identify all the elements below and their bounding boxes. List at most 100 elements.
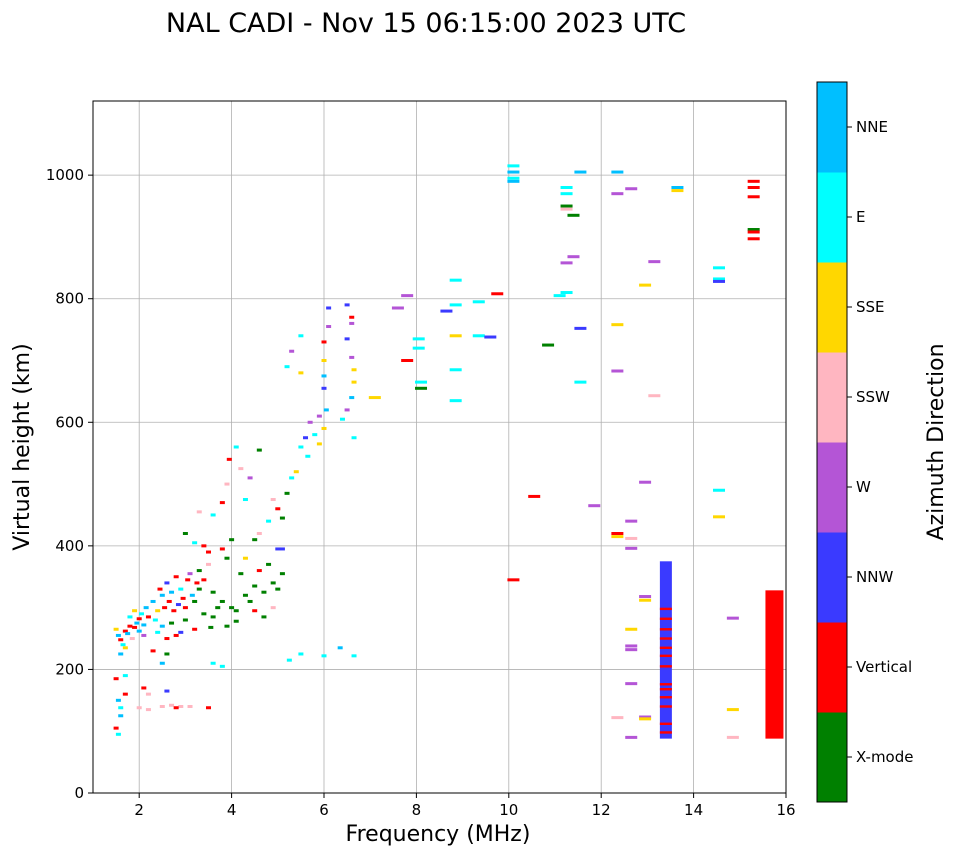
echo-point: [115, 698, 121, 702]
echo-point: [316, 442, 322, 446]
echo-point: [173, 706, 179, 710]
echo-point: [648, 394, 661, 398]
y-tick-label: 200: [55, 660, 84, 678]
echo-point: [182, 618, 188, 622]
echo-point: [449, 303, 462, 307]
echo-point: [252, 609, 258, 613]
echo-point: [129, 637, 135, 641]
echo-point: [247, 599, 253, 603]
colorbar-segment: [817, 712, 847, 803]
echo-point: [201, 544, 207, 548]
echo-point: [122, 629, 128, 633]
echo-point: [178, 705, 184, 708]
echo-point: [326, 325, 332, 329]
echo-point: [298, 334, 304, 338]
echo-point: [182, 606, 188, 610]
echo-point: [118, 714, 124, 718]
echo-point: [194, 581, 200, 585]
y-axis-label: Virtual height (km): [10, 343, 35, 550]
echo-point: [625, 627, 638, 631]
echo-point: [180, 596, 186, 600]
echo-point: [136, 706, 142, 710]
echo-point: [415, 386, 428, 390]
echo-point: [196, 510, 202, 514]
echo-point: [298, 371, 304, 375]
echo-point: [344, 408, 350, 412]
echo-point: [143, 606, 149, 610]
y-tick-label: 600: [55, 413, 84, 431]
echo-point: [215, 606, 221, 610]
echo-point: [305, 454, 311, 458]
echo-point: [164, 652, 170, 656]
echo-point: [560, 261, 573, 265]
echo-point: [201, 578, 207, 582]
echo-point: [286, 658, 292, 662]
echo-point: [118, 652, 124, 656]
echo-column-tick: [659, 705, 672, 708]
echo-point: [150, 599, 156, 603]
echo-point: [415, 380, 428, 384]
echo-point: [185, 578, 191, 582]
echo-point: [747, 237, 760, 241]
echo-point: [560, 192, 573, 196]
echo-point: [351, 380, 357, 384]
echo-point: [567, 255, 580, 259]
echo-point: [713, 515, 726, 519]
echo-point: [219, 664, 225, 668]
echo-point: [321, 386, 327, 390]
echo-point: [321, 654, 327, 658]
echo-column-tick: [659, 637, 672, 640]
echo-point: [155, 609, 161, 613]
echo-point: [206, 562, 211, 566]
echo-point: [270, 498, 276, 502]
echo-point: [270, 581, 276, 585]
echo-point: [507, 164, 520, 168]
plot-frame: [92, 100, 787, 794]
echo-point: [484, 335, 497, 339]
colorbar-segment: [817, 442, 847, 533]
echo-point: [132, 625, 138, 629]
echo-point: [726, 616, 739, 620]
echo-point: [139, 612, 145, 616]
echo-point: [159, 661, 165, 665]
echo-column-tick: [659, 683, 672, 686]
colorbar-tick-label: Vertical: [856, 658, 912, 676]
echo-point: [625, 546, 638, 550]
echo-point: [625, 644, 638, 648]
echo-point: [293, 470, 299, 474]
colorbar-tick-label: SSW: [856, 388, 890, 406]
echo-point: [671, 186, 684, 189]
echo-point: [507, 179, 520, 183]
echo-point: [344, 337, 350, 341]
echo-point: [611, 535, 624, 539]
echo-point: [189, 593, 195, 597]
echo-point: [113, 726, 119, 730]
echo-column-tick: [659, 665, 672, 668]
echo-point: [344, 303, 350, 307]
echo-point: [351, 654, 357, 658]
echo-column-tick: [659, 696, 672, 699]
echo-point: [284, 365, 290, 369]
echo-point: [270, 606, 276, 610]
echo-point: [196, 569, 202, 573]
echo-point: [507, 176, 520, 180]
echo-point: [136, 629, 142, 633]
echo-point: [164, 637, 170, 641]
x-tick-label: 16: [776, 801, 795, 819]
echo-point: [747, 230, 760, 234]
echo-point: [178, 630, 184, 634]
echo-point: [611, 532, 624, 535]
x-axis-label: Frequency (MHz): [346, 822, 531, 847]
echo-point: [449, 368, 462, 372]
echo-point: [560, 207, 573, 211]
y-tick-label: 400: [55, 537, 84, 555]
echo-point: [210, 590, 216, 594]
x-tick-label: 12: [592, 801, 611, 819]
echo-point: [173, 633, 179, 637]
chart-title: NAL CADI - Nov 15 06:15:00 2023 UTC: [166, 8, 686, 39]
echo-point: [412, 337, 425, 341]
echo-point: [284, 491, 290, 495]
echo-point: [210, 513, 216, 517]
echo-point: [256, 532, 262, 535]
